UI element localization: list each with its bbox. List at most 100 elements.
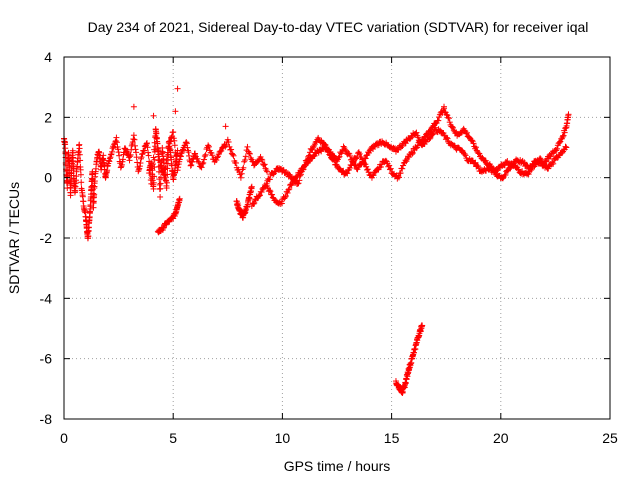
data-point bbox=[201, 153, 208, 160]
data-point bbox=[414, 142, 421, 149]
data-point bbox=[435, 117, 442, 124]
data-point bbox=[556, 139, 563, 146]
data-point bbox=[76, 151, 83, 158]
data-point bbox=[303, 157, 310, 164]
data-point bbox=[189, 158, 196, 165]
data-point bbox=[472, 159, 479, 166]
data-point bbox=[286, 171, 293, 178]
data-point bbox=[468, 137, 475, 144]
data-point bbox=[163, 179, 170, 186]
data-point bbox=[352, 161, 359, 168]
data-point bbox=[305, 153, 312, 160]
data-point bbox=[117, 164, 124, 171]
data-point bbox=[399, 165, 406, 172]
data-point bbox=[474, 162, 481, 169]
data-point bbox=[126, 157, 133, 164]
data-point bbox=[240, 164, 247, 171]
data-point bbox=[186, 152, 193, 159]
data-point bbox=[107, 151, 114, 158]
data-point bbox=[409, 149, 416, 156]
data-point bbox=[137, 160, 144, 167]
data-point bbox=[429, 131, 436, 138]
data-point bbox=[300, 166, 307, 173]
data-point bbox=[124, 149, 131, 156]
data-point bbox=[285, 186, 292, 193]
data-point bbox=[76, 145, 83, 152]
y-tick-label: -6 bbox=[40, 351, 53, 367]
data-point bbox=[174, 147, 181, 154]
data-point bbox=[562, 143, 569, 150]
data-point bbox=[443, 111, 450, 118]
data-point bbox=[119, 156, 126, 163]
data-point bbox=[183, 140, 190, 147]
data-point bbox=[138, 154, 145, 161]
data-point bbox=[151, 173, 158, 180]
data-point bbox=[550, 160, 557, 167]
y-tick-label: 2 bbox=[44, 109, 52, 125]
data-point bbox=[310, 144, 317, 151]
y-tick-label: -8 bbox=[40, 411, 53, 427]
data-point bbox=[230, 152, 237, 159]
data-point bbox=[358, 154, 365, 161]
data-point bbox=[135, 168, 142, 175]
data-point bbox=[246, 150, 253, 157]
data-point bbox=[91, 191, 98, 198]
data-point bbox=[160, 225, 167, 232]
data-point bbox=[294, 173, 301, 180]
x-tick-label: 10 bbox=[275, 430, 291, 446]
data-point bbox=[195, 158, 202, 165]
data-point bbox=[547, 153, 554, 160]
data-point bbox=[170, 135, 177, 142]
data-point bbox=[565, 111, 572, 118]
data-point bbox=[387, 165, 394, 172]
grid bbox=[64, 57, 610, 419]
data-point bbox=[145, 149, 152, 156]
data-point bbox=[150, 185, 157, 192]
data-point bbox=[200, 159, 207, 166]
y-axis-label: SDTVAR / TECUs bbox=[6, 182, 22, 294]
data-point bbox=[115, 146, 122, 153]
data-point bbox=[444, 135, 451, 142]
axis-ticks bbox=[63, 56, 611, 420]
data-point bbox=[145, 152, 152, 159]
data-point bbox=[409, 151, 416, 158]
data-point bbox=[213, 157, 220, 164]
data-point bbox=[443, 134, 450, 141]
data-point bbox=[264, 168, 271, 175]
data-point bbox=[296, 177, 303, 184]
y-tick-label: -4 bbox=[40, 290, 53, 306]
data-point bbox=[282, 194, 289, 201]
data-point bbox=[171, 142, 178, 149]
data-point bbox=[176, 156, 183, 163]
data-point bbox=[143, 140, 150, 147]
data-point bbox=[209, 152, 216, 159]
data-point bbox=[397, 170, 404, 177]
data-point bbox=[267, 188, 274, 195]
x-tick-label: 5 bbox=[169, 430, 177, 446]
data-point bbox=[151, 148, 158, 155]
x-tick-labels: 0 5 10 15 20 25 bbox=[60, 430, 618, 446]
data-point bbox=[445, 115, 452, 122]
data-point bbox=[261, 161, 268, 168]
data-point bbox=[194, 155, 201, 162]
data-point bbox=[349, 158, 356, 165]
data-point bbox=[74, 163, 81, 170]
data-point bbox=[286, 185, 293, 192]
data-point bbox=[184, 144, 191, 151]
data-point bbox=[476, 150, 483, 157]
data-point bbox=[158, 169, 165, 176]
data-point bbox=[244, 143, 251, 150]
data-point bbox=[441, 103, 448, 110]
data-point bbox=[248, 183, 255, 190]
data-point bbox=[64, 179, 71, 186]
data-point bbox=[463, 129, 470, 136]
data-point bbox=[155, 157, 162, 164]
data-point bbox=[143, 140, 150, 147]
data-point bbox=[470, 140, 477, 147]
data-point bbox=[198, 164, 205, 171]
data-point bbox=[113, 139, 120, 146]
data-point bbox=[172, 108, 179, 115]
data-point bbox=[445, 114, 452, 121]
data-point bbox=[347, 152, 354, 159]
x-axis-label: GPS time / hours bbox=[284, 458, 391, 474]
